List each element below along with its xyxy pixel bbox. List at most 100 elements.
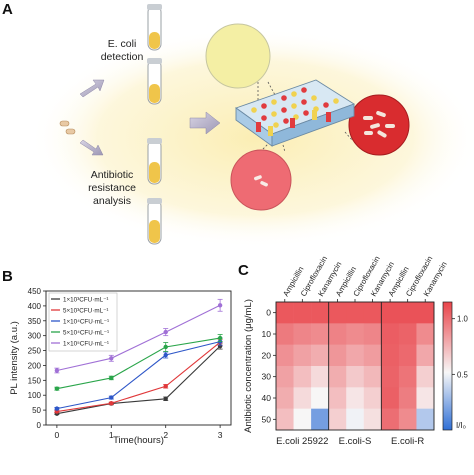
legend-entry: 5×10³CFU·mL⁻¹ [63,308,109,315]
heatmap-cell [363,344,382,367]
heatmap-cell [363,408,382,431]
heatmap-cell [311,323,329,345]
heatmap-cell [276,344,294,367]
heatmap-cell [363,387,382,409]
heatmap-cell [398,366,417,388]
y-tick-label: 100 [28,391,42,400]
heatmap-cell [363,366,382,388]
heatmap-cell [363,323,382,345]
row-label: 40 [262,393,272,403]
heatmap-cell [398,323,417,345]
resist-label-line2: resistance [88,182,136,194]
detect-label-line1: E. coli [108,38,137,50]
data-point [217,303,223,308]
data-point [163,344,168,350]
heatmap-cell [398,408,417,431]
colorbar-tick-label: 0.5 [457,370,469,379]
heatmap-cell [293,323,312,345]
heatmap-cell [346,387,365,409]
panel-letter-a: A [2,1,13,18]
tube-top-1 [147,4,162,51]
y-tick-label: 50 [32,406,41,415]
panel-letter-b: B [2,268,13,285]
well-plate-wells [251,87,339,128]
heatmap-cell [328,323,347,345]
group-label: E.coli-S [339,436,372,447]
panel-a: E. coli detection Antibiotic resistance … [30,4,474,248]
red-dish-bacteria [363,110,395,138]
plot-frame [45,290,232,426]
heatmap-cell [276,366,294,388]
data-point [109,401,114,406]
heatmap-cell [381,302,400,324]
heatmap-cell [328,387,347,409]
x-axis-label: Time(hours) [113,435,164,446]
heatmap-cell [276,387,294,409]
heatmap-cell [311,408,329,431]
x-tick-label: 1 [109,430,114,440]
resist-label-line1: Antibiotic [91,169,134,181]
legend-entry: 1×10³CFU·mL⁻¹ [63,297,109,304]
heatmap-cell [398,344,417,367]
row-label: 20 [262,350,272,360]
tube-top-2 [147,58,162,105]
group-label: E.coli 25922 [276,436,328,447]
x-tick-label: 3 [218,430,223,440]
chart-b: 0 50 100 150 200 250 300 350 400 450 0 1 2 3 Time(hour… [9,287,232,446]
heatmap-cell [381,323,400,345]
pink-dish [230,149,292,211]
heatmap-cell [276,408,294,431]
colorbar-label: I/I₀ [456,421,466,430]
series-line [56,345,221,415]
tube-bottom-1 [147,198,162,245]
heatmap-cell [416,344,435,367]
heatmap-cell [311,366,329,388]
data-point [109,356,114,361]
well-plate [235,79,356,147]
legend-entry: 1×10⁴CFU·mL⁻¹ [63,319,109,326]
heatmap-cell [293,344,312,367]
arrow-up-left-icon [79,79,105,98]
heatmap-cell [381,366,400,388]
detect-label-line2: detection [101,51,144,63]
heatmap-cell [328,302,347,324]
panel-letter-c: C [238,262,249,279]
heatmap-cell [293,366,312,388]
heatmap-cell [293,387,312,409]
data-point [217,335,223,341]
arrow-down-left-icon [79,139,104,156]
data-point [54,406,60,411]
y-tick-label: 400 [28,302,42,311]
y-tick-label: 350 [28,317,42,326]
row-label: 50 [262,414,272,424]
series-line [56,341,221,413]
colorbar [442,301,453,431]
row-label: 0 [266,308,271,318]
data-point [109,375,114,381]
heatmap-cell [381,344,400,367]
row-label: 30 [262,372,272,382]
heatmap-cell [363,302,382,324]
heatmap-cell [311,302,329,324]
heatmap-cell [398,387,417,409]
heatmap-cell [381,408,400,431]
heatmap-cell [416,302,435,324]
pink-dish-bacteria [254,175,268,187]
data-point [54,386,60,391]
arrow-right-icon [189,111,221,135]
bacteria-icon [59,120,76,135]
series-line [56,341,221,410]
series-line [56,304,221,372]
colorbar-tick-label: 1.0 [457,315,469,324]
y-axis-label: PL intensity (a.u.) [9,321,20,395]
y-tick-label: 200 [28,361,42,370]
data-point [54,368,60,373]
well-plate-front-tubes [256,110,331,136]
data-point [163,352,168,358]
y-tick-label: 300 [28,332,42,341]
heatmap-cell [416,387,435,409]
heatmap-cell [293,408,312,431]
heatmap-cell [328,366,347,388]
row-label: 10 [262,329,272,339]
